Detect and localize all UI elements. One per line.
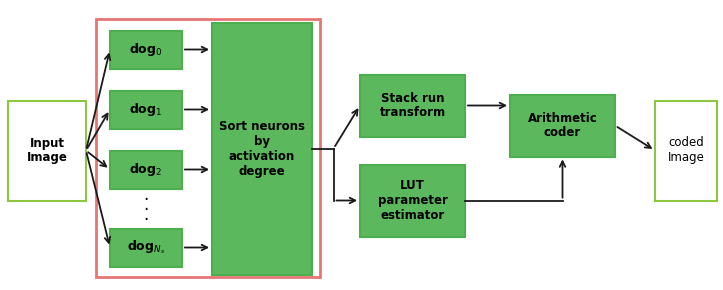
Text: $\mathbf{dog}_1$: $\mathbf{dog}_1$ — [129, 101, 163, 118]
FancyBboxPatch shape — [212, 23, 312, 275]
FancyBboxPatch shape — [655, 101, 717, 200]
FancyBboxPatch shape — [110, 229, 182, 267]
Text: coded
Image: coded Image — [667, 137, 704, 164]
Text: Arithmetic
coder: Arithmetic coder — [528, 111, 597, 139]
Text: LUT
parameter
estimator: LUT parameter estimator — [377, 179, 448, 222]
FancyBboxPatch shape — [110, 30, 182, 68]
FancyBboxPatch shape — [510, 95, 615, 157]
Text: ·: · — [143, 191, 149, 209]
Text: Stack run
transform: Stack run transform — [380, 92, 445, 119]
FancyBboxPatch shape — [110, 90, 182, 128]
Text: Input
Image: Input Image — [27, 137, 67, 164]
Text: ·: · — [143, 202, 149, 220]
Text: Sort neurons
by
activation
degree: Sort neurons by activation degree — [219, 119, 305, 177]
FancyBboxPatch shape — [8, 101, 86, 200]
FancyBboxPatch shape — [360, 75, 465, 137]
FancyBboxPatch shape — [360, 164, 465, 237]
Text: $\mathbf{dog}_2$: $\mathbf{dog}_2$ — [129, 161, 163, 178]
Text: ·: · — [143, 211, 149, 229]
FancyBboxPatch shape — [110, 151, 182, 188]
Text: $\mathbf{dog}_0$: $\mathbf{dog}_0$ — [129, 41, 163, 58]
Text: $\mathbf{dog}_{N_s}$: $\mathbf{dog}_{N_s}$ — [127, 239, 165, 256]
